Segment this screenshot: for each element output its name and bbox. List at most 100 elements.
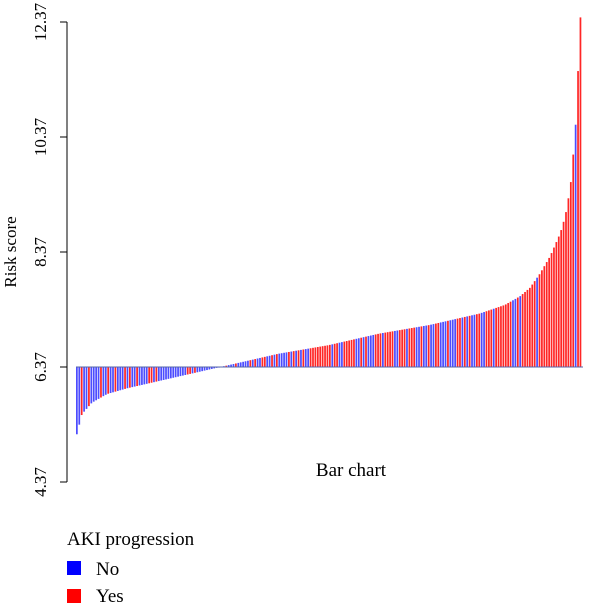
bar	[165, 367, 167, 380]
bar	[153, 367, 155, 383]
bar	[369, 335, 372, 367]
bar	[102, 367, 105, 397]
bar	[116, 367, 119, 391]
bar	[148, 367, 151, 384]
bar	[288, 351, 290, 367]
bar	[408, 328, 411, 367]
bar	[410, 328, 413, 367]
bar	[384, 332, 387, 367]
bar	[336, 343, 338, 367]
bar	[432, 324, 435, 367]
bar	[343, 341, 346, 367]
bar	[461, 317, 464, 367]
y-tick-label: 4.37	[31, 467, 50, 497]
bar	[167, 367, 170, 379]
bar	[478, 313, 481, 367]
bar	[483, 312, 485, 367]
bar	[562, 221, 565, 367]
bar	[425, 325, 428, 367]
bar	[555, 242, 558, 367]
bar	[76, 367, 78, 435]
bar	[83, 367, 85, 412]
bar	[463, 316, 466, 367]
bar	[292, 351, 295, 367]
bar	[177, 367, 179, 377]
bar	[365, 336, 367, 367]
bar	[239, 362, 242, 367]
bar	[367, 336, 370, 367]
bar	[92, 367, 95, 402]
bar	[565, 212, 567, 367]
bar	[280, 353, 283, 367]
legend-swatch-yes	[67, 589, 81, 603]
bar	[295, 350, 297, 367]
bar	[454, 319, 457, 367]
bar	[182, 367, 184, 376]
y-axis-label: Risk score	[1, 216, 20, 287]
bar	[206, 367, 208, 371]
bar	[247, 360, 249, 367]
bar	[427, 325, 430, 367]
bar	[124, 367, 126, 389]
bar	[85, 367, 88, 409]
bar	[268, 355, 271, 367]
bar	[362, 337, 365, 367]
bar	[254, 359, 257, 367]
bar	[237, 362, 240, 367]
bar	[526, 289, 529, 367]
bar	[312, 347, 314, 367]
bar	[304, 349, 307, 367]
bar	[198, 367, 201, 372]
bar	[444, 321, 447, 367]
bar	[232, 364, 235, 367]
bar	[519, 296, 522, 367]
y-tick-label: 12.37	[31, 2, 50, 41]
bar	[512, 300, 514, 367]
legend-label-no: No	[96, 559, 119, 580]
bar	[514, 298, 517, 367]
bar	[172, 367, 175, 378]
bar	[507, 303, 510, 367]
bar	[138, 367, 141, 386]
bar	[290, 351, 293, 367]
bar	[459, 318, 461, 367]
bar	[271, 355, 273, 367]
bars-group	[76, 17, 583, 435]
bar	[485, 311, 488, 367]
bar	[382, 332, 384, 367]
bar	[162, 367, 165, 380]
bar	[560, 230, 563, 367]
bar	[275, 354, 278, 367]
bar	[251, 359, 254, 367]
bar	[90, 367, 93, 404]
bar	[374, 334, 377, 367]
bar	[497, 307, 500, 367]
bar	[389, 331, 391, 367]
legend: AKI progression No Yes	[67, 529, 195, 604]
bar	[430, 324, 432, 367]
bar	[543, 266, 546, 367]
chart-title: Bar chart	[316, 460, 387, 481]
bar	[468, 315, 471, 367]
bar	[488, 310, 490, 367]
bar	[157, 367, 160, 382]
bar	[155, 367, 158, 382]
bar	[435, 323, 437, 367]
bar	[302, 349, 305, 367]
bar	[273, 354, 276, 367]
bar	[249, 360, 252, 367]
bar	[184, 367, 187, 376]
bar	[107, 367, 110, 394]
legend-label-yes: Yes	[96, 586, 124, 604]
bar	[353, 339, 355, 367]
bar	[442, 321, 444, 367]
bar	[516, 297, 519, 367]
bar	[133, 367, 136, 387]
bar	[210, 367, 213, 369]
bar	[350, 339, 353, 367]
bar	[80, 367, 83, 416]
bar	[536, 277, 538, 367]
bar	[471, 315, 473, 367]
bar	[451, 319, 454, 367]
